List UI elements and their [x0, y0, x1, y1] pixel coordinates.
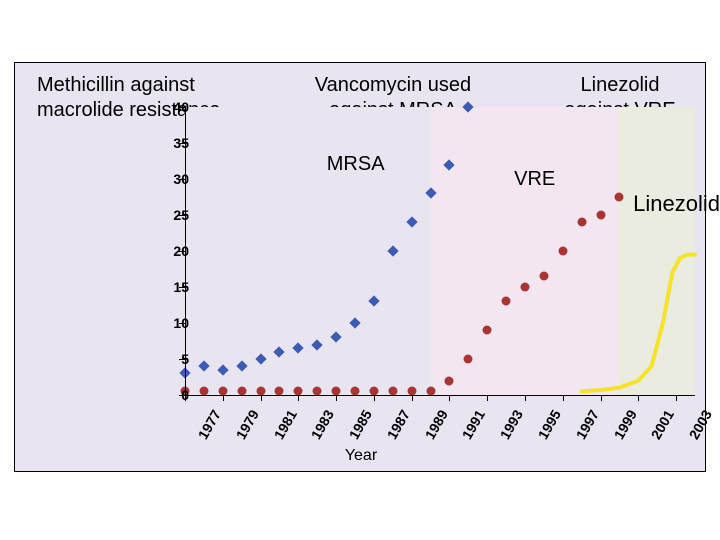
x-tick-label: 1997: [572, 407, 601, 442]
x-tick-label: 1989: [421, 407, 450, 442]
x-tick-mark: [374, 395, 375, 401]
y-tick-mark: [179, 251, 185, 252]
vre-point: [351, 386, 360, 395]
x-tick-label: 1977: [195, 407, 224, 442]
vre-point: [388, 386, 397, 395]
x-tick-mark: [676, 395, 677, 401]
y-tick-mark: [179, 287, 185, 288]
y-tick-mark: [179, 179, 185, 180]
vre-point: [256, 386, 265, 395]
x-tick-label: 1979: [232, 407, 261, 442]
vre-point: [313, 386, 322, 395]
x-tick-mark: [261, 395, 262, 401]
y-tick-mark: [179, 215, 185, 216]
vre-point: [615, 193, 624, 202]
vre-point: [426, 386, 435, 395]
x-tick-label: 1993: [497, 407, 526, 442]
vre-point: [483, 326, 492, 335]
x-tick-label: 1999: [610, 407, 639, 442]
vre-point: [199, 386, 208, 395]
x-tick-label: 1981: [270, 407, 299, 442]
x-tick-mark: [487, 395, 488, 401]
linezolid-label: Linezolid?: [633, 191, 720, 217]
x-tick-label: 2003: [686, 407, 715, 442]
vre-point: [369, 386, 378, 395]
x-tick-mark: [298, 395, 299, 401]
plot-area: MRSAVRELinezolid?: [185, 107, 695, 395]
x-tick-label: 1991: [459, 407, 488, 442]
vre-point: [275, 386, 284, 395]
vre-point: [237, 386, 246, 395]
x-tick-mark: [525, 395, 526, 401]
x-tick-mark: [563, 395, 564, 401]
vre-point: [521, 283, 530, 292]
x-tick-mark: [601, 395, 602, 401]
y-tick-mark: [179, 143, 185, 144]
vre-point: [445, 376, 454, 385]
vre-point: [502, 297, 511, 306]
x-tick-mark: [223, 395, 224, 401]
x-tick-mark: [449, 395, 450, 401]
vre-point: [294, 386, 303, 395]
chart-frame: Methicillin againstmacrolide resistance …: [14, 62, 706, 472]
mrsa-label: MRSA: [327, 153, 385, 176]
x-axis-label: Year: [15, 447, 707, 465]
x-tick-label: 1983: [308, 407, 337, 442]
vre-point: [332, 386, 341, 395]
x-tick-label: 2001: [648, 407, 677, 442]
vre-label: VRE: [514, 168, 555, 191]
vre-point: [407, 386, 416, 395]
x-tick-mark: [336, 395, 337, 401]
x-tick-label: 1987: [383, 407, 412, 442]
vre-point: [464, 355, 473, 364]
y-tick-mark: [179, 359, 185, 360]
vre-point: [539, 272, 548, 281]
x-tick-mark: [412, 395, 413, 401]
vre-point: [558, 247, 567, 256]
y-tick-mark: [179, 107, 185, 108]
vre-point: [218, 386, 227, 395]
vre-point: [596, 211, 605, 220]
linezolid-curve: [185, 107, 695, 395]
y-tick-mark: [179, 323, 185, 324]
vre-point: [577, 218, 586, 227]
x-tick-label: 1985: [346, 407, 375, 442]
x-tick-mark: [638, 395, 639, 401]
x-tick-label: 1995: [535, 407, 564, 442]
x-tick-mark: [185, 395, 186, 401]
